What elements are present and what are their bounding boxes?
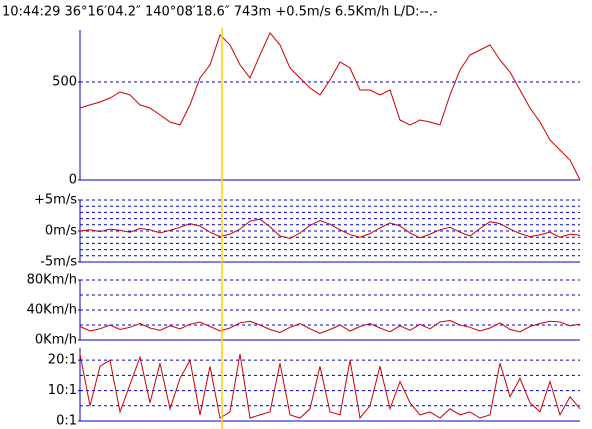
status-header: 10:44:29 36°16′04.2″ 140°08′18.6″ 743m +… xyxy=(2,5,438,20)
data-line xyxy=(79,319,581,334)
y-tick-label: 0 xyxy=(69,173,77,188)
y-tick-label: 0Km/h xyxy=(35,333,77,348)
y-tick-label: 80Km/h xyxy=(27,273,77,288)
data-line xyxy=(79,354,581,420)
y-tick-label: -5m/s xyxy=(40,255,77,270)
y-tick-label: 10:1 xyxy=(48,383,77,398)
data-line xyxy=(79,31,581,181)
y-tick-label: 500 xyxy=(52,74,77,89)
y-tick-label: 40Km/h xyxy=(27,303,77,318)
y-tick-label: 0m/s xyxy=(45,224,77,239)
y-tick-label: +5m/s xyxy=(34,193,77,208)
y-tick-label: 20:1 xyxy=(48,353,77,368)
y-tick-label: 0:1 xyxy=(56,414,77,429)
data-line xyxy=(79,218,581,239)
